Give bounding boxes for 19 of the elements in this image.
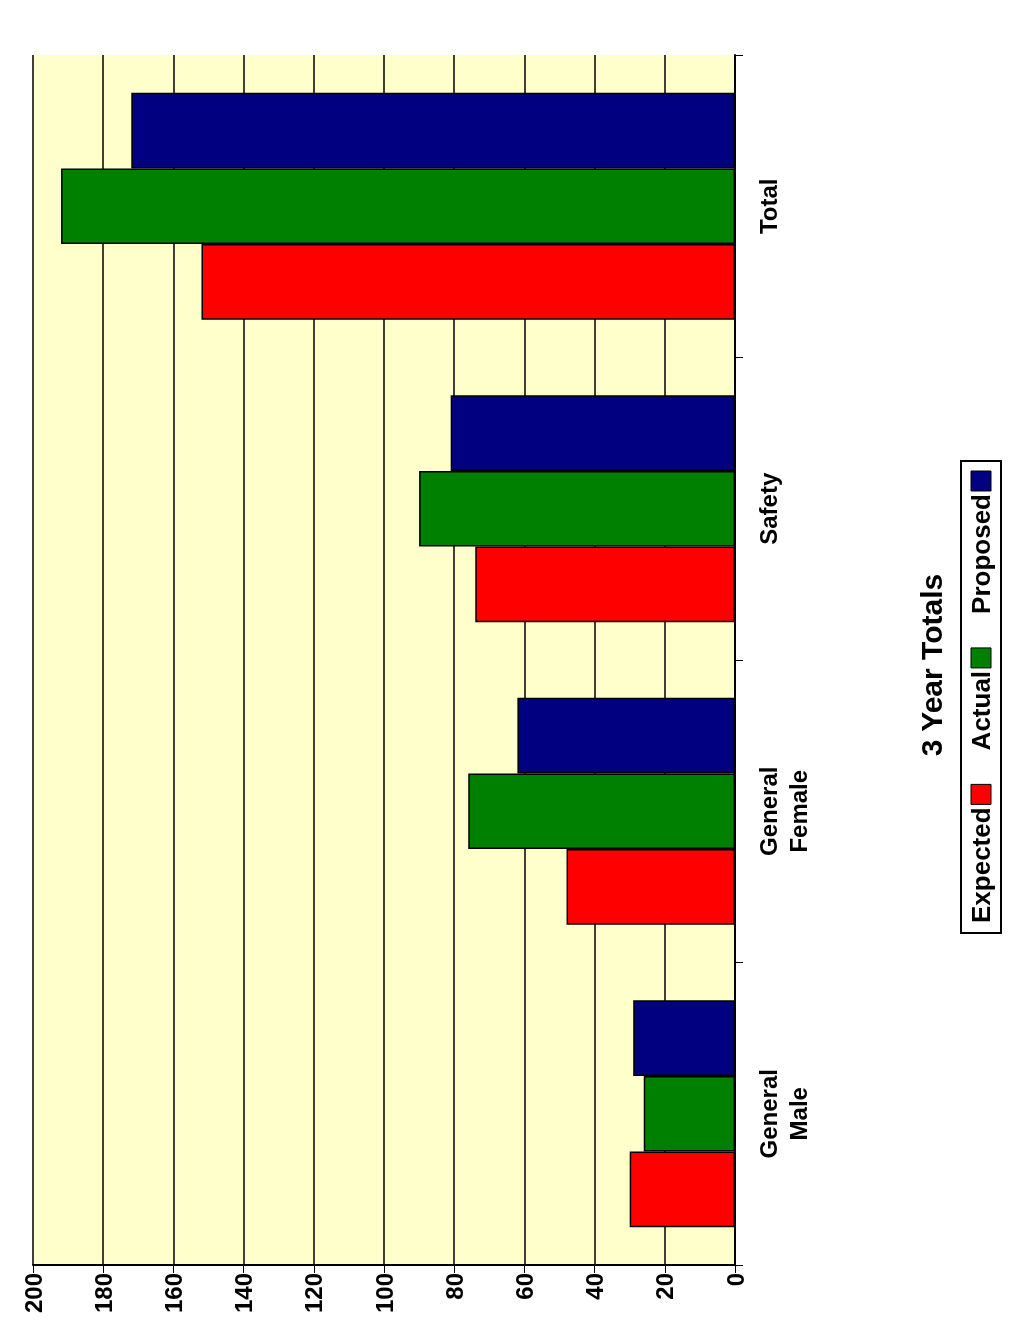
legend-label: Proposed (966, 494, 996, 614)
y-tick-label: Safety (754, 472, 782, 545)
legend-label: Expected (966, 807, 996, 923)
x-tick-label: 200 (19, 1273, 47, 1314)
x-tick-label: 120 (300, 1273, 328, 1314)
x-tick-label: 180 (89, 1273, 117, 1314)
x-tick-label: 100 (370, 1273, 398, 1314)
x-tick-label: 60 (510, 1273, 538, 1300)
y-tick-label: General Male (754, 1069, 812, 1159)
y-tick-label: General Female (754, 766, 812, 856)
legend-label: Actual (966, 670, 996, 751)
x-tick-label: 160 (159, 1273, 187, 1314)
x-tick-label: 0 (721, 1273, 749, 1287)
x-tick-label: 80 (440, 1273, 468, 1300)
text: 3 Year Totals (914, 573, 948, 757)
x-tick-label: 40 (581, 1273, 609, 1300)
x-tick-label: 20 (651, 1273, 679, 1300)
x-tick-label: 140 (230, 1273, 258, 1314)
y-tick-label: Total (754, 178, 782, 235)
